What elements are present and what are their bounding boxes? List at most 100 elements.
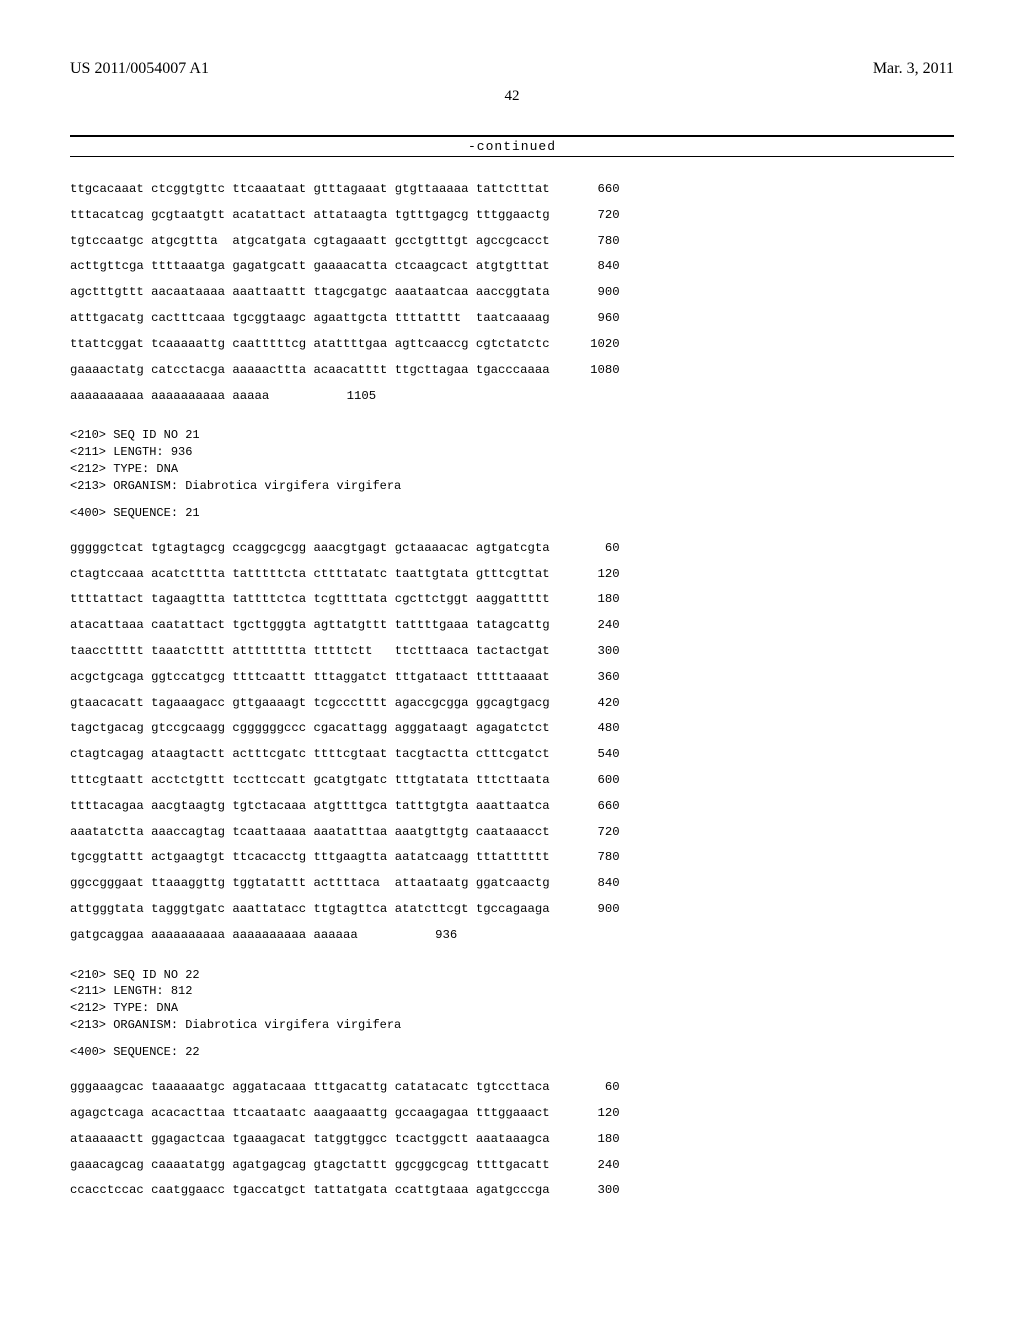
sequence-bases: acttgttcga ttttaaatga gagatgcatt gaaaaca…	[70, 254, 550, 280]
sequence-position: 180	[570, 1127, 620, 1153]
sequence-position: 720	[570, 820, 620, 846]
sequence-position: 660	[570, 177, 620, 203]
sequence-label: <400> SEQUENCE: 22	[70, 1040, 954, 1065]
sequence-bases: gggaaagcac taaaaaatgc aggatacaaa tttgaca…	[70, 1075, 550, 1101]
sequence-line: attgggtata tagggtgatc aaattatacc ttgtagt…	[70, 897, 954, 923]
sequence-line: tgcggtattt actgaagtgt ttcacacctg tttgaag…	[70, 845, 954, 871]
sequence-header: <210> SEQ ID NO 21 <211> LENGTH: 936 <21…	[70, 427, 954, 494]
sequence-position: 840	[570, 254, 620, 280]
sequence-line: gggggctcat tgtagtagcg ccaggcgcgg aaacgtg…	[70, 536, 954, 562]
sequence-bases: ccacctccac caatggaacc tgaccatgct tattatg…	[70, 1178, 550, 1204]
sequence-position: 900	[570, 280, 620, 306]
sequence-position: 840	[570, 871, 620, 897]
sequence-header: <210> SEQ ID NO 22 <211> LENGTH: 812 <21…	[70, 967, 954, 1034]
sequence-position: 300	[570, 1178, 620, 1204]
sequence-bases: ctagtcagag ataagtactt actttcgatc ttttcgt…	[70, 742, 550, 768]
sequence-bases: ttttattact tagaagttta tattttctca tcgtttt…	[70, 587, 550, 613]
sequence-line: gaaacagcag caaaatatgg agatgagcag gtagcta…	[70, 1153, 954, 1179]
sequence-line: tgtccaatgc atgcgttta atgcatgata cgtagaaa…	[70, 229, 954, 255]
continued-label: -continued	[70, 139, 954, 154]
sequence-line: tagctgacag gtccgcaagg cggggggccc cgacatt…	[70, 716, 954, 742]
sequence-line: gatgcaggaa aaaaaaaaaa aaaaaaaaaa aaaaaa …	[70, 923, 954, 949]
sequence-line: ttttacagaa aacgtaagtg tgtctacaaa atgtttt…	[70, 794, 954, 820]
sequence-position: 660	[570, 794, 620, 820]
sequence-line: agagctcaga acacacttaa ttcaataatc aaagaaa…	[70, 1101, 954, 1127]
sequence-line: tttacatcag gcgtaatgtt acatattact attataa…	[70, 203, 954, 229]
sequence-bases: agctttgttt aacaataaaa aaattaattt ttagcga…	[70, 280, 550, 306]
sequence-line: gtaacacatt tagaaagacc gttgaaaagt tcgccct…	[70, 691, 954, 717]
sequence-line: ctagtcagag ataagtactt actttcgatc ttttcgt…	[70, 742, 954, 768]
sequence-line: acgctgcaga ggtccatgcg ttttcaattt tttagga…	[70, 665, 954, 691]
sequence-bases: gaaacagcag caaaatatgg agatgagcag gtagcta…	[70, 1153, 550, 1179]
sequence-bases: atttgacatg cactttcaaa tgcggtaagc agaattg…	[70, 306, 550, 332]
sequence-position: 300	[570, 639, 620, 665]
sequence-bases: ataaaaactt ggagactcaa tgaaagacat tatggtg…	[70, 1127, 550, 1153]
sequence-line: ttttattact tagaagttta tattttctca tcgtttt…	[70, 587, 954, 613]
sequence-position: 360	[570, 665, 620, 691]
sequence-line: ccacctccac caatggaacc tgaccatgct tattatg…	[70, 1178, 954, 1204]
page-number: 42	[70, 88, 954, 105]
sequence-position: 540	[570, 742, 620, 768]
sequence-bases: tagctgacag gtccgcaagg cggggggccc cgacatt…	[70, 716, 550, 742]
sequence-position: 60	[570, 536, 620, 562]
sequence-position: 780	[570, 229, 620, 255]
sequence-line: aaatatctta aaaccagtag tcaattaaaa aaatatt…	[70, 820, 954, 846]
sequence-line: ttgcacaaat ctcggtgttc ttcaaataat gtttaga…	[70, 177, 954, 203]
document-header: US 2011/0054007 A1 Mar. 3, 2011	[70, 60, 954, 78]
sequence-bases: attgggtata tagggtgatc aaattatacc ttgtagt…	[70, 897, 550, 923]
sequence-block: ttgcacaaat ctcggtgttc ttcaaataat gtttaga…	[70, 177, 954, 409]
sequence-bases: ttttacagaa aacgtaagtg tgtctacaaa atgtttt…	[70, 794, 550, 820]
sequence-line: ggccgggaat ttaaaggttg tggtatattt actttta…	[70, 871, 954, 897]
sequence-line: atttgacatg cactttcaaa tgcggtaagc agaattg…	[70, 306, 954, 332]
sequence-line: ctagtccaaa acatctttta tatttttcta cttttat…	[70, 562, 954, 588]
sequence-bases: tgtccaatgc atgcgttta atgcatgata cgtagaaa…	[70, 229, 550, 255]
sequence-line: aaaaaaaaaa aaaaaaaaaa aaaaa 1105	[70, 384, 954, 410]
continued-divider: -continued	[70, 135, 954, 157]
sequence-bases: gaaaactatg catcctacga aaaaacttta acaacat…	[70, 358, 550, 384]
sequence-bases: agagctcaga acacacttaa ttcaataatc aaagaaa…	[70, 1101, 550, 1127]
sequence-line: ttattcggat tcaaaaattg caatttttcg atatttt…	[70, 332, 954, 358]
sequence-line: gaaaactatg catcctacga aaaaacttta acaacat…	[70, 358, 954, 384]
sequence-position: 960	[570, 306, 620, 332]
sequence-bases: aaatatctta aaaccagtag tcaattaaaa aaatatt…	[70, 820, 550, 846]
sequence-bases: gggggctcat tgtagtagcg ccaggcgcgg aaacgtg…	[70, 536, 550, 562]
sequence-position: 720	[570, 203, 620, 229]
sequence-line: tttcgtaatt acctctgttt tccttccatt gcatgtg…	[70, 768, 954, 794]
sequence-bases: gatgcaggaa aaaaaaaaaa aaaaaaaaaa aaaaaa	[70, 923, 387, 949]
sequence-position: 60	[570, 1075, 620, 1101]
publication-date: Mar. 3, 2011	[873, 60, 954, 78]
sequence-position: 420	[570, 691, 620, 717]
sequence-position: 600	[570, 768, 620, 794]
sequence-position: 120	[570, 562, 620, 588]
sequence-position: 900	[570, 897, 620, 923]
sequence-line: atacattaaa caatattact tgcttgggta agttatg…	[70, 613, 954, 639]
publication-number: US 2011/0054007 A1	[70, 60, 209, 78]
sequence-bases: taaccttttt taaatctttt atttttttta tttttct…	[70, 639, 550, 665]
sequence-label: <400> SEQUENCE: 21	[70, 501, 954, 526]
sequence-position: 240	[570, 613, 620, 639]
sequence-position: 1105	[326, 384, 376, 410]
sequence-bases: tttacatcag gcgtaatgtt acatattact attataa…	[70, 203, 550, 229]
sequence-bases: tttcgtaatt acctctgttt tccttccatt gcatgtg…	[70, 768, 550, 794]
sequence-bases: acgctgcaga ggtccatgcg ttttcaattt tttagga…	[70, 665, 550, 691]
sequence-bases: tgcggtattt actgaagtgt ttcacacctg tttgaag…	[70, 845, 550, 871]
sequence-position: 780	[570, 845, 620, 871]
sequence-bases: ttattcggat tcaaaaattg caatttttcg atatttt…	[70, 332, 550, 358]
sequence-position: 240	[570, 1153, 620, 1179]
page: US 2011/0054007 A1 Mar. 3, 2011 42 -cont…	[0, 0, 1024, 1320]
sequence-line: taaccttttt taaatctttt atttttttta tttttct…	[70, 639, 954, 665]
sequence-position: 480	[570, 716, 620, 742]
sequence-block: <210> SEQ ID NO 22 <211> LENGTH: 812 <21…	[70, 967, 954, 1204]
sequence-bases: gtaacacatt tagaaagacc gttgaaaagt tcgccct…	[70, 691, 550, 717]
sequence-bases: ggccgggaat ttaaaggttg tggtatattt actttta…	[70, 871, 550, 897]
sequence-bases: ctagtccaaa acatctttta tatttttcta cttttat…	[70, 562, 550, 588]
sequence-line: gggaaagcac taaaaaatgc aggatacaaa tttgaca…	[70, 1075, 954, 1101]
sequence-bases: aaaaaaaaaa aaaaaaaaaa aaaaa	[70, 384, 306, 410]
sequence-bases: atacattaaa caatattact tgcttgggta agttatg…	[70, 613, 550, 639]
sequence-position: 120	[570, 1101, 620, 1127]
sequence-bases: ttgcacaaat ctcggtgttc ttcaaataat gtttaga…	[70, 177, 550, 203]
sequence-position: 1080	[570, 358, 620, 384]
sequence-line: acttgttcga ttttaaatga gagatgcatt gaaaaca…	[70, 254, 954, 280]
sequence-line: agctttgttt aacaataaaa aaattaattt ttagcga…	[70, 280, 954, 306]
sequence-position: 1020	[570, 332, 620, 358]
